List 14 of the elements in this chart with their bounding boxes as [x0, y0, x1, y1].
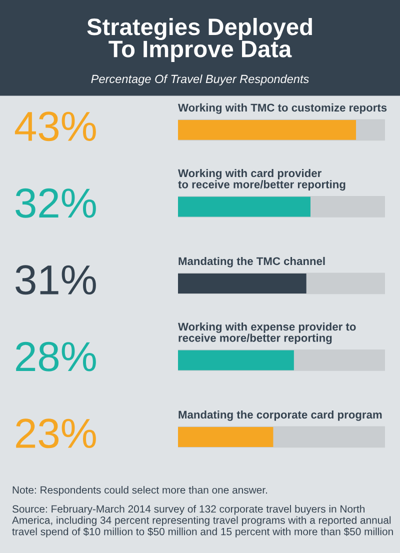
- y-tick-label: Mandating the corporate card program: [178, 410, 382, 421]
- chart-subtitle: Percentage Of Travel Buyer Respondents: [91, 74, 309, 86]
- source-note: Source: February-March 2014 survey of 132 corporate travel buyers in North America, including 34 percent representing travel programs with a reported annual travel spend of $10 million to $50 million and 15 percent with more than $50 million: [12, 505, 393, 538]
- chart-title: Strategies Deployed To Improve Data: [87, 18, 312, 62]
- text: Note: Respondents could select more than one answer.: [12, 486, 267, 496]
- data-label: 23%: [16, 418, 96, 448]
- y-tick-label: Mandating the TMC channel: [178, 256, 325, 268]
- data-label: 32%: [16, 188, 96, 218]
- data-label: 31%: [16, 265, 96, 295]
- data-label: 28%: [16, 342, 96, 372]
- y-tick-label: Working with expense provider to receive more/better reporting: [178, 322, 356, 344]
- y-tick-label: Working with card provider to receive more/better reporting: [178, 168, 346, 191]
- y-tick-label: Working with TMC to customize reports: [178, 103, 387, 114]
- data-label: 43%: [14, 112, 96, 142]
